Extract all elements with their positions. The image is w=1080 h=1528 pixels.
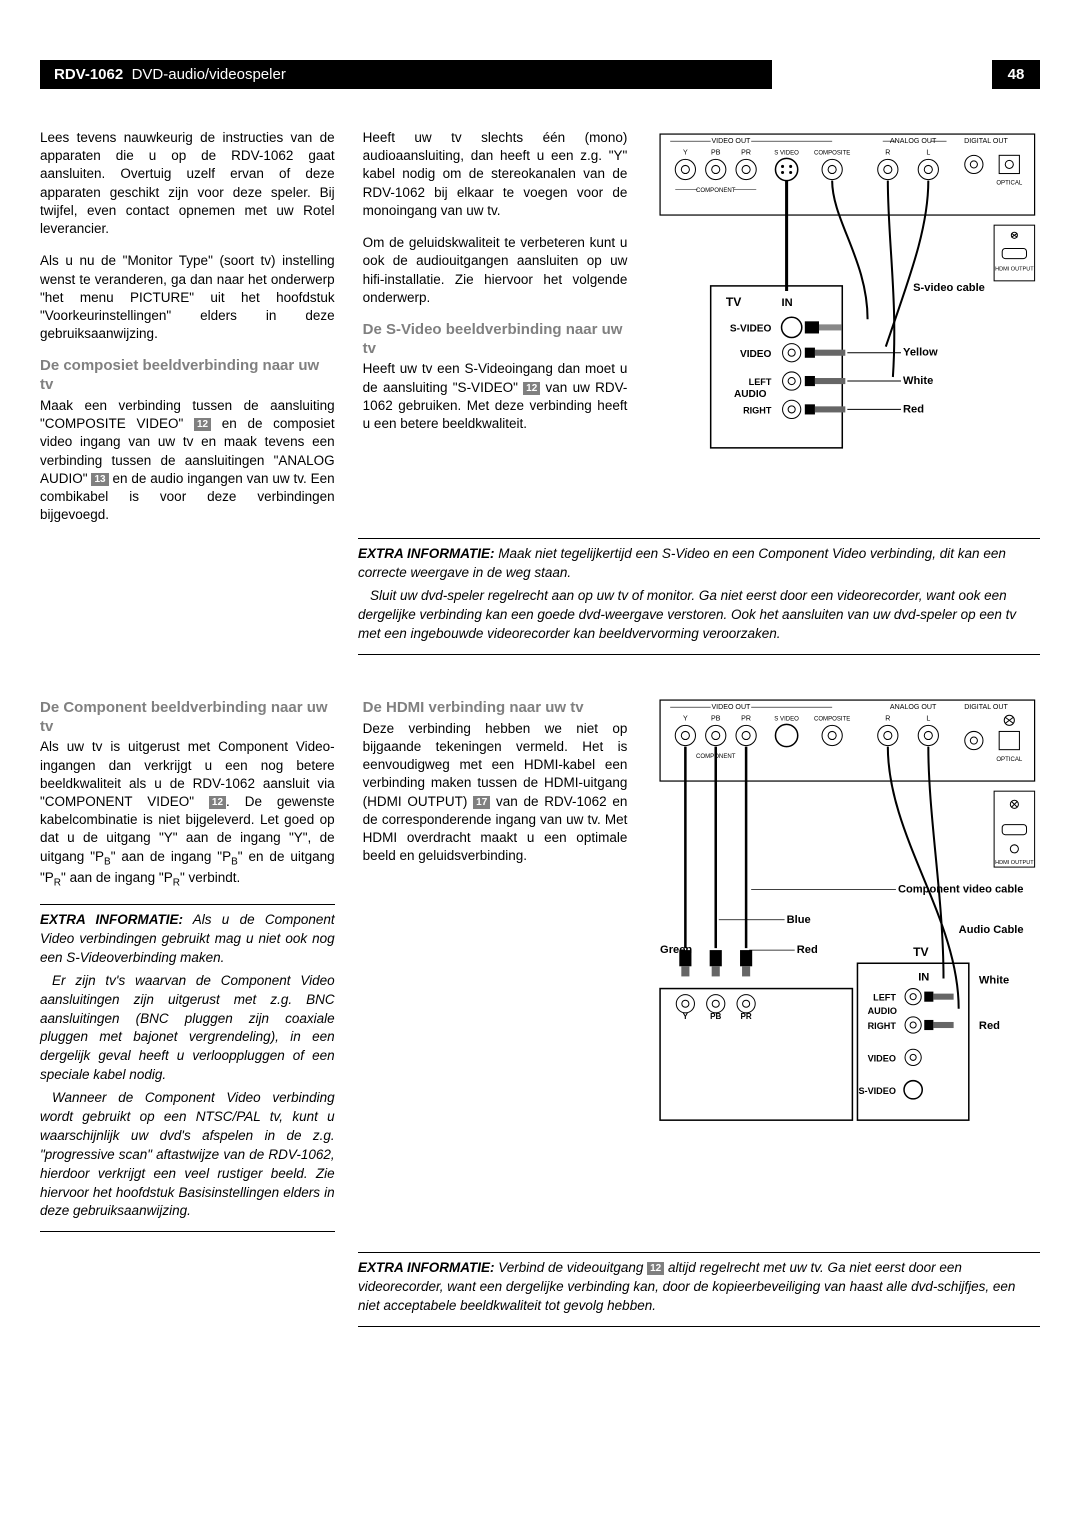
svg-text:S VIDEO: S VIDEO — [775, 716, 800, 722]
lower-col1-p1: Als uw tv is uitgerust met Component Vid… — [40, 738, 335, 890]
svg-text:R: R — [886, 148, 891, 156]
product-name: DVD-audio/videospeler — [127, 66, 285, 83]
svg-text:Component video cable: Component video cable — [898, 883, 1023, 895]
svg-text:Red: Red — [979, 1020, 1000, 1032]
lower-col2-p1: Deze verbinding hebben we niet op bijgaa… — [363, 720, 628, 866]
svg-text:PB: PB — [711, 148, 721, 156]
svg-text:S-video cable: S-video cable — [913, 282, 985, 294]
ref-13: 13 — [91, 473, 108, 486]
ref-12: 12 — [209, 796, 226, 809]
col1-p1: Lees tevens nauwkeurig de instructies va… — [40, 129, 335, 238]
svg-text:COMPOSITE: COMPOSITE — [814, 716, 850, 722]
svg-text:DIGITAL OUT: DIGITAL OUT — [965, 137, 1009, 145]
heading-svideo: De S-Video beeldverbinding naar uw tv — [363, 321, 628, 359]
svg-text:TV: TV — [913, 945, 929, 959]
svg-text:IN: IN — [919, 971, 930, 983]
svg-text:L: L — [927, 714, 931, 722]
heading-hdmi: De HDMI verbinding naar uw tv — [363, 699, 628, 718]
svg-text:TV: TV — [726, 295, 742, 309]
svg-text:Yellow: Yellow — [903, 347, 938, 359]
svg-text:LEFT: LEFT — [749, 377, 772, 387]
upper-columns: Lees tevens nauwkeurig de instructies va… — [40, 129, 1040, 538]
svg-text:OPTICAL: OPTICAL — [997, 181, 1024, 187]
ref-12: 12 — [647, 1262, 664, 1275]
note-block-1-wrapper: EXTRA INFORMATIE: Maak niet tegelijkerti… — [358, 538, 1040, 654]
svg-text:OPTICAL: OPTICAL — [997, 757, 1024, 763]
page-number: 48 — [992, 60, 1040, 89]
col1-p3: Maak een verbinding tussen de aansluitin… — [40, 397, 335, 525]
svg-text:S-VIDEO: S-VIDEO — [730, 323, 772, 334]
col2-p3: Heeft uw tv een S-Videoingang dan moet u… — [363, 360, 628, 433]
svg-text:PR: PR — [742, 148, 752, 156]
heading-component: De Component beeldverbinding naar uw tv — [40, 699, 335, 737]
note-block-1: EXTRA INFORMATIE: Maak niet tegelijkerti… — [358, 538, 1040, 654]
svg-text:AUDIO: AUDIO — [868, 1006, 897, 1016]
svg-text:Y: Y — [683, 714, 688, 722]
header-title: RDV-1062 DVD-audio/videospeler — [40, 60, 772, 89]
svg-text:DIGITAL OUT: DIGITAL OUT — [965, 703, 1009, 711]
col2-p1: Heeft uw tv slechts één (mono) audioaans… — [363, 129, 628, 220]
svg-text:White: White — [979, 974, 1009, 986]
svg-text:RIGHT: RIGHT — [743, 405, 772, 415]
ref-12: 12 — [523, 382, 540, 395]
svg-text:Red: Red — [903, 403, 924, 415]
svg-text:AUDIO: AUDIO — [734, 389, 767, 400]
svg-text:IN: IN — [782, 297, 793, 309]
lower-col1: De Component beeldverbinding naar uw tv … — [40, 695, 335, 1252]
column-2: Heeft uw tv slechts één (mono) audioaans… — [363, 129, 628, 447]
svg-text:S VIDEO: S VIDEO — [775, 150, 800, 156]
svg-text:ANALOG OUT: ANALOG OUT — [890, 703, 937, 711]
diagram-component: VIDEO OUT ANALOG OUT DIGITAL OUT Y PB PR… — [655, 695, 1040, 1130]
svg-text:VIDEO: VIDEO — [868, 1053, 896, 1063]
note-component: EXTRA INFORMATIE: Als u de Component Vid… — [40, 904, 335, 1232]
heading-composiet: De composiet beeldverbinding naar uw tv — [40, 357, 335, 395]
svg-text:ANALOG OUT: ANALOG OUT — [890, 137, 937, 145]
svg-text:Blue: Blue — [787, 914, 811, 926]
note-block-2-wrapper: EXTRA INFORMATIE: Verbind de videouitgan… — [358, 1252, 1040, 1327]
svg-text:VIDEO OUT: VIDEO OUT — [712, 137, 752, 145]
model-number: RDV-1062 — [54, 66, 123, 83]
svg-text:PB: PB — [711, 714, 721, 722]
svg-text:Red: Red — [797, 944, 818, 956]
svg-text:White: White — [903, 375, 933, 387]
header-bar: RDV-1062 DVD-audio/videospeler 48 — [40, 60, 1040, 89]
svg-text:L: L — [927, 148, 931, 156]
lower-col3-diagram2: VIDEO OUT ANALOG OUT DIGITAL OUT Y PB PR… — [655, 695, 1040, 1146]
lower-columns: De Component beeldverbinding naar uw tv … — [40, 695, 1040, 1252]
col1-p2: Als u nu de "Monitor Type" (soort tv) in… — [40, 252, 335, 343]
ref-12: 12 — [194, 418, 211, 431]
svg-text:LEFT: LEFT — [873, 993, 896, 1003]
column-1: Lees tevens nauwkeurig de instructies va… — [40, 129, 335, 538]
svg-text:RIGHT: RIGHT — [868, 1021, 897, 1031]
svg-text:HDMI OUTPUT: HDMI OUTPUT — [995, 860, 1034, 866]
note-block-2: EXTRA INFORMATIE: Verbind de videouitgan… — [358, 1252, 1040, 1327]
svg-text:Audio Cable: Audio Cable — [959, 924, 1024, 936]
ref-17: 17 — [473, 796, 490, 809]
svg-text:VIDEO OUT: VIDEO OUT — [712, 703, 752, 711]
svg-text:COMPOSITE: COMPOSITE — [814, 150, 850, 156]
svg-text:S-VIDEO: S-VIDEO — [859, 1086, 896, 1096]
column-3-diagram1: VIDEO OUT ANALOG OUT DIGITAL OUT Y PB PR… — [655, 129, 1040, 469]
svg-text:COMPONENT: COMPONENT — [696, 188, 736, 194]
diagram-svideo: VIDEO OUT ANALOG OUT DIGITAL OUT Y PB PR… — [655, 129, 1040, 453]
svg-text:R: R — [886, 714, 891, 722]
lower-col2: De HDMI verbinding naar uw tv Deze verbi… — [363, 695, 628, 880]
svg-text:VIDEO: VIDEO — [740, 349, 772, 360]
svg-text:HDMI OUTPUT: HDMI OUTPUT — [995, 267, 1034, 273]
svg-text:Y: Y — [683, 148, 688, 156]
col2-p2: Om de geluidskwaliteit te verbeteren kun… — [363, 234, 628, 307]
svg-text:PR: PR — [742, 714, 752, 722]
